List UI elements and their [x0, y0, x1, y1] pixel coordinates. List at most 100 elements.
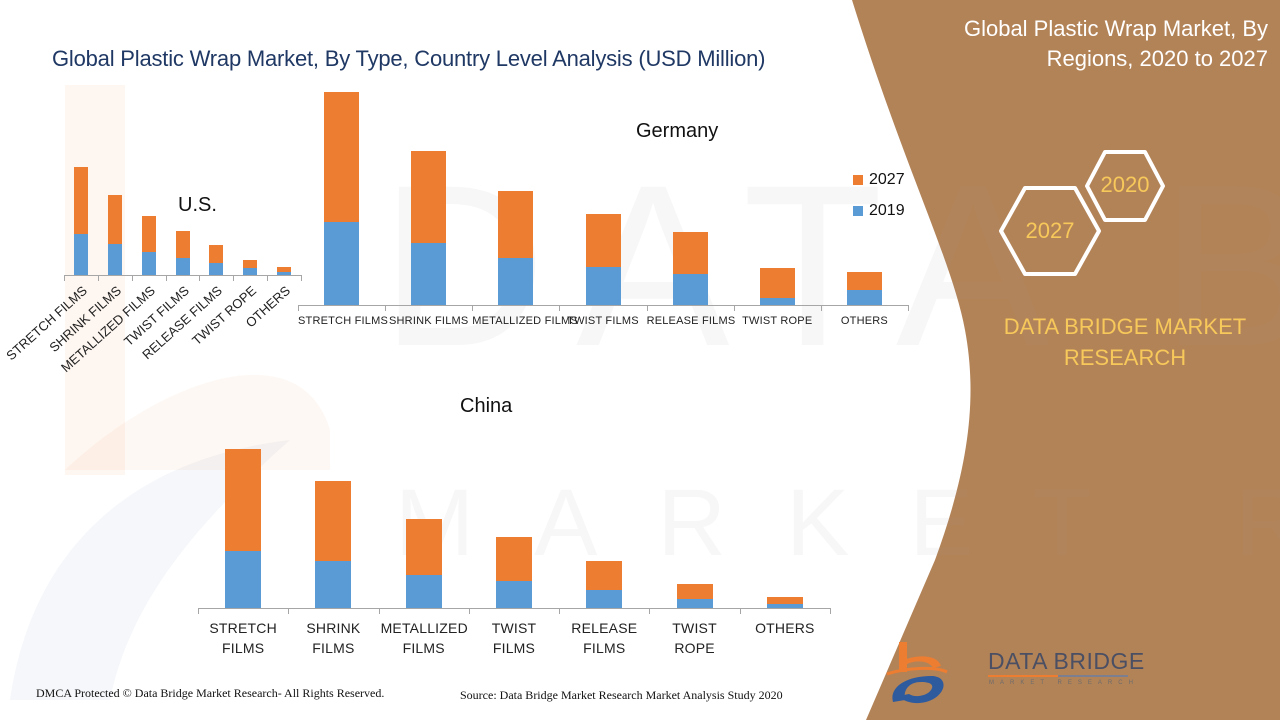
axis-tick	[908, 305, 909, 311]
bar-segment-2027	[411, 151, 447, 243]
bar-segment-2027	[277, 267, 292, 272]
bar-others	[277, 267, 292, 275]
bar-segment-2019	[405, 575, 442, 608]
axis-tick	[267, 275, 269, 281]
axis-tick	[301, 275, 302, 281]
logo-mark-icon	[886, 642, 948, 704]
bar-twist-films	[496, 537, 532, 608]
axis-tick	[64, 275, 65, 281]
logo-subtitle: MARKET RESEARCH	[989, 680, 1139, 686]
bar-segment-2019	[411, 243, 447, 305]
bar-segment-2019	[73, 234, 88, 275]
bar-others	[846, 272, 882, 305]
bar-segment-2027	[175, 231, 190, 258]
logo-name: DATA BRIDGE	[988, 648, 1145, 674]
bar-segment-2019	[498, 258, 534, 305]
bar-segment-2019	[586, 590, 623, 608]
bar-segment-2019	[672, 274, 708, 305]
bar-stretch-films	[324, 92, 360, 305]
chart-germany-x-axis	[298, 305, 908, 306]
legend-swatch-2019	[853, 205, 863, 216]
bar-release-films	[209, 245, 224, 275]
bar-release-films	[672, 232, 708, 305]
legend-swatch-2027	[853, 174, 863, 185]
axis-tick	[468, 608, 470, 614]
chart-legend: 2027 2019	[853, 164, 905, 226]
legend-label-2019: 2019	[869, 201, 905, 219]
x-axis-label: TWIST FILMS	[491, 620, 537, 656]
axis-tick	[385, 305, 387, 311]
chart-china: China STRETCH FILMS SHRINK FILMS METALLIZE…	[0, 0, 831, 656]
axis-tick	[288, 608, 290, 614]
bar-segment-2019	[759, 298, 795, 305]
axis-tick	[733, 305, 735, 311]
axis-tick	[820, 305, 822, 311]
x-axis-label: RELEASE FILMS	[646, 315, 736, 327]
axis-tick	[378, 608, 380, 614]
axis-tick	[649, 608, 651, 614]
bar-segment-2019	[676, 599, 713, 608]
bar-metallized-films	[405, 519, 442, 608]
x-axis-label: STRETCH FILMS	[298, 315, 388, 327]
bar-segment-2027	[672, 232, 708, 274]
bar-shrink-films	[107, 195, 122, 275]
hexagon-2020-icon	[1085, 150, 1165, 222]
axis-tick	[199, 275, 201, 281]
x-axis-label: SHRINK FILMS	[306, 620, 361, 656]
bar-segment-2019	[209, 263, 224, 275]
axis-tick	[131, 275, 133, 281]
bar-segment-2027	[405, 519, 442, 575]
bar-twist-rope	[676, 584, 713, 608]
x-axis-label: TWIST FILMS	[567, 315, 639, 327]
bar-segment-2027	[846, 272, 882, 290]
page-title: Global Plastic Wrap Market, By Type, Cou…	[52, 46, 766, 71]
legend-item-2027: 2027	[853, 164, 905, 195]
bar-segment-2027	[141, 216, 156, 252]
x-axis-label: OTHERS	[755, 620, 815, 636]
bar-segment-2019	[766, 604, 803, 608]
x-axis-label: STRETCH FILMS	[209, 620, 277, 656]
bar-segment-2027	[315, 481, 352, 561]
chart-us-x-axis	[64, 275, 301, 276]
legend-item-2019: 2019	[853, 195, 905, 226]
axis-tick	[559, 305, 561, 311]
bar-segment-2019	[243, 268, 258, 275]
bar-segment-2019	[585, 267, 621, 305]
x-axis-label: RELEASE FILMS	[571, 620, 638, 656]
hexagon-2027-label: 2027	[1025, 218, 1075, 243]
bar-segment-2019	[225, 551, 262, 608]
logo-divider	[988, 675, 1128, 677]
side-panel-title: Global Plastic Wrap Market, By Regions, …	[963, 16, 1268, 71]
hexagon-2020-label: 2020	[1100, 172, 1150, 197]
bar-segment-2019	[496, 581, 532, 608]
axis-tick	[472, 305, 474, 311]
bar-segment-2019	[324, 222, 360, 305]
copyright-notice: DMCA Protected © Data Bridge Market Rese…	[36, 686, 385, 700]
chart-us: U.S. STRETCH FILMS SHRINK FILMS METALLIZED…	[0, 0, 302, 375]
axis-tick	[739, 608, 741, 614]
bar-twist-films	[175, 231, 190, 275]
chart-germany-title: Germany	[636, 120, 719, 142]
chart-china-x-axis	[198, 608, 830, 609]
bar-segment-2027	[225, 449, 262, 551]
bar-segment-2027	[73, 167, 88, 234]
legend-label-2027: 2027	[869, 170, 905, 188]
bar-segment-2019	[277, 272, 292, 275]
source-note: Source: Data Bridge Market Research Mark…	[460, 688, 783, 702]
chart-china-title: China	[460, 395, 513, 417]
bar-segment-2027	[585, 214, 621, 267]
bar-metallized-films	[498, 191, 534, 305]
axis-tick	[97, 275, 99, 281]
bar-segment-2027	[107, 195, 122, 244]
chart-us-title: U.S.	[178, 194, 217, 216]
chart-germany: Germany STRETCH FILMS SHRINK FILMS METALLI…	[0, 0, 909, 327]
bar-segment-2027	[324, 92, 360, 222]
hexagon-2027-icon	[999, 186, 1101, 276]
bar-others	[766, 597, 803, 608]
x-axis-label: SHRINK FILMS	[389, 315, 469, 327]
bar-segment-2019	[141, 252, 156, 275]
bar-segment-2027	[243, 260, 258, 268]
bar-segment-2027	[766, 597, 803, 604]
x-axis-label: OTHERS	[840, 315, 888, 327]
